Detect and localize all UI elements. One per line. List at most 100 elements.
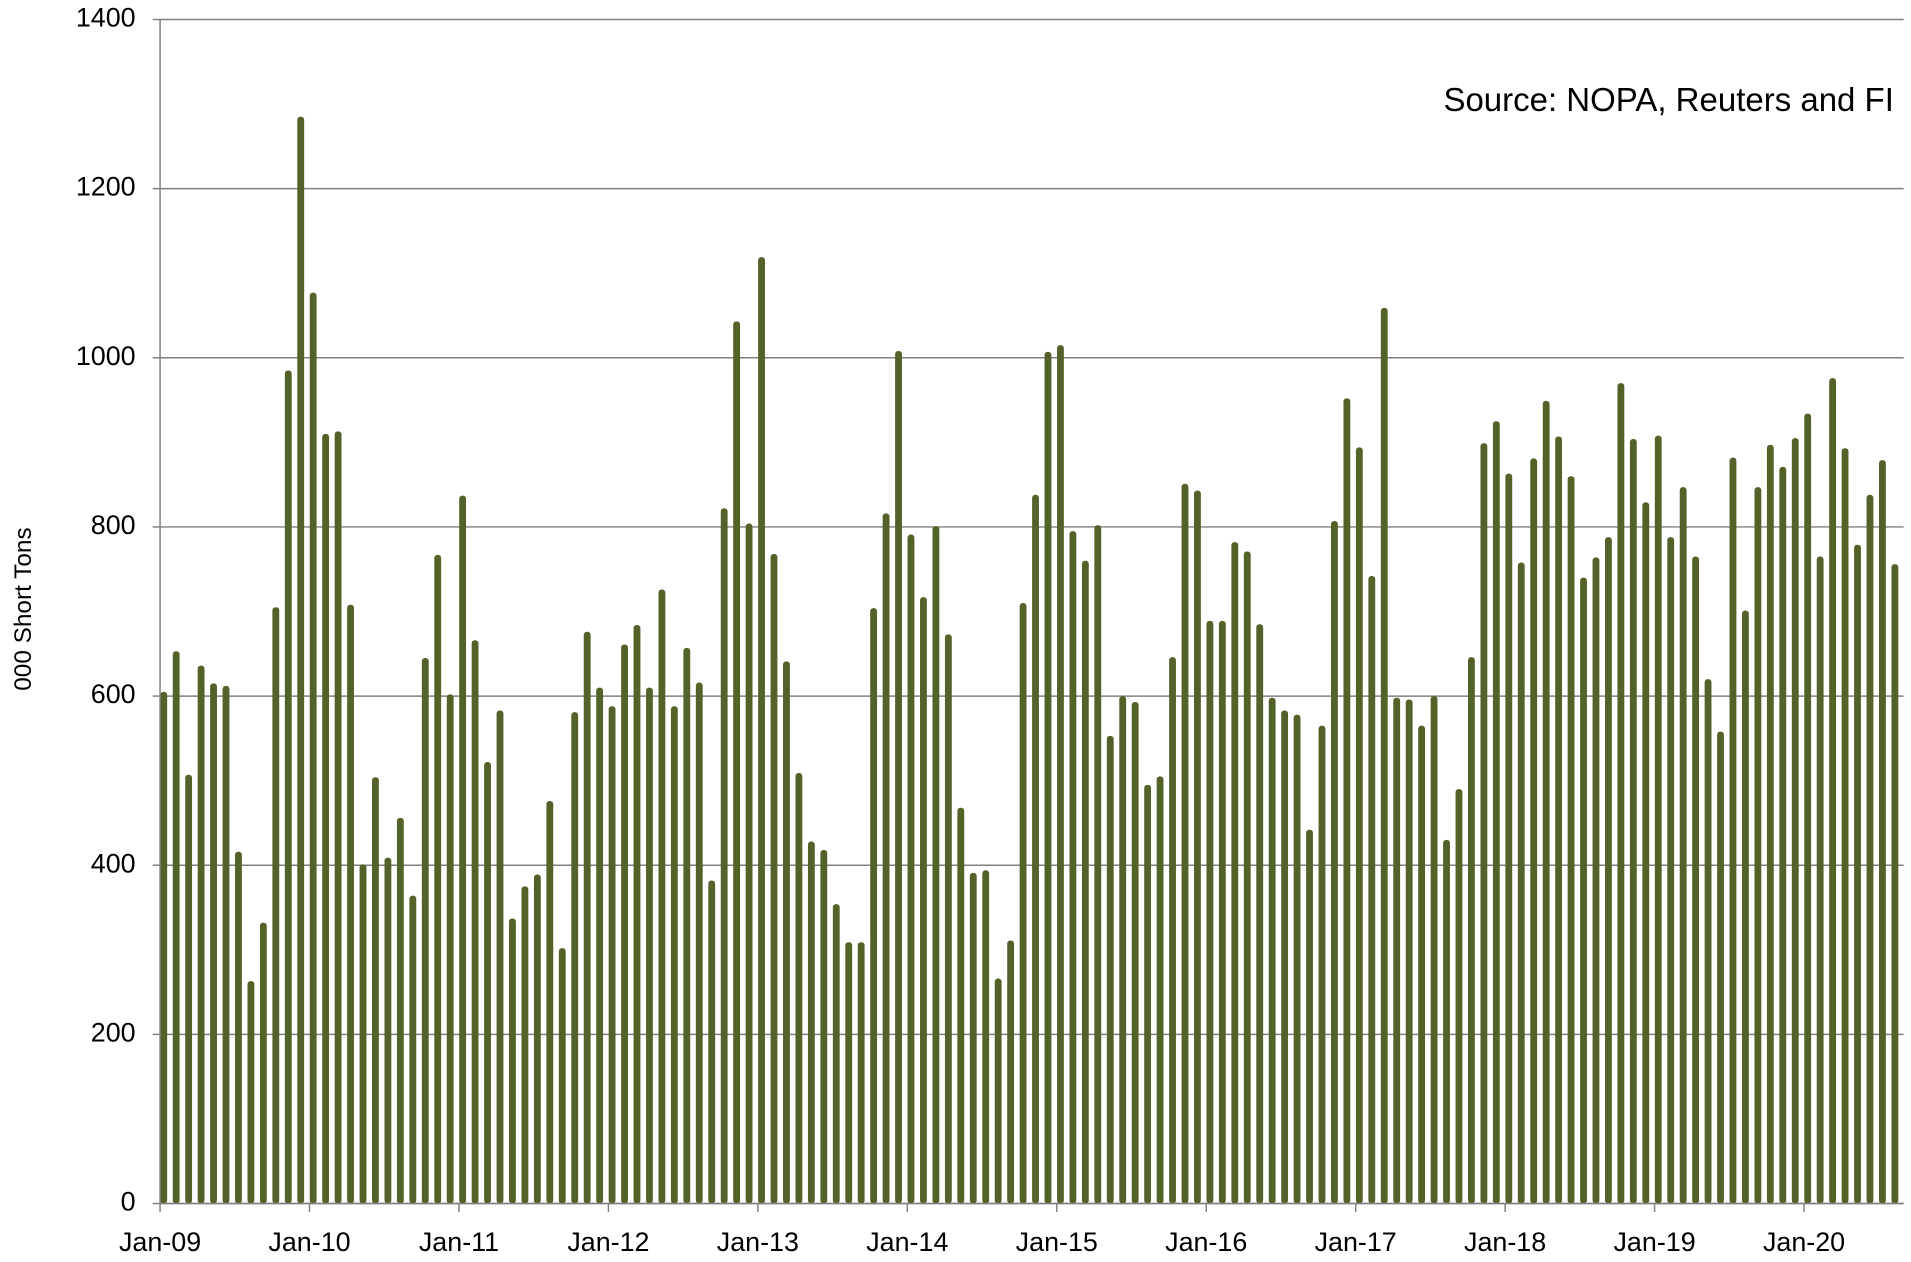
bar <box>1256 624 1264 1204</box>
x-tick-label: Jan-12 <box>567 1227 649 1257</box>
bar <box>1057 345 1064 1204</box>
bar <box>870 608 878 1204</box>
x-tick-label: Jan-18 <box>1464 1227 1546 1257</box>
bar <box>795 773 803 1204</box>
x-tick-label: Jan-11 <box>419 1227 499 1257</box>
bar <box>1243 551 1251 1204</box>
source-annotation: Source: NOPA, Reuters and FI <box>1443 81 1893 118</box>
x-tick-label: Jan-13 <box>717 1227 799 1257</box>
bar <box>1318 725 1326 1204</box>
bar <box>1605 537 1612 1204</box>
bar <box>1866 494 1874 1204</box>
bar <box>396 817 404 1204</box>
bar <box>496 710 504 1204</box>
bar <box>459 495 467 1204</box>
bar <box>1829 378 1837 1204</box>
bar <box>172 651 180 1204</box>
x-tick-label: Jan-16 <box>1165 1227 1247 1257</box>
bar <box>1069 531 1077 1204</box>
bar <box>807 841 815 1204</box>
bar <box>1642 502 1650 1204</box>
y-tick-label: 200 <box>91 1018 136 1048</box>
bar <box>1430 696 1438 1204</box>
bar <box>621 644 628 1204</box>
bar <box>1156 776 1164 1204</box>
bar <box>1617 383 1625 1204</box>
bar <box>1293 714 1301 1204</box>
y-tick-label: 1200 <box>76 172 136 202</box>
bar <box>1331 521 1338 1204</box>
bar <box>297 116 305 1204</box>
x-tick-label: Jan-19 <box>1614 1227 1696 1257</box>
bar <box>484 762 491 1204</box>
bar <box>1480 443 1488 1204</box>
y-tick-label: 1000 <box>76 341 136 371</box>
bar <box>683 647 691 1204</box>
bar <box>1405 699 1413 1204</box>
bar <box>895 351 902 1204</box>
bar <box>1032 494 1039 1204</box>
bar <box>421 658 429 1204</box>
bar <box>1654 435 1662 1204</box>
bar <box>434 554 442 1204</box>
bar <box>309 292 317 1204</box>
bar <box>1742 610 1749 1204</box>
bar <box>745 523 753 1204</box>
bar <box>1667 537 1675 1204</box>
bar <box>932 526 940 1204</box>
bar <box>384 857 392 1204</box>
bar <box>1791 438 1799 1204</box>
bar <box>1754 487 1762 1204</box>
bar <box>1717 731 1724 1204</box>
bar <box>1007 940 1015 1204</box>
bar <box>1144 784 1152 1204</box>
x-tick-label: Jan-15 <box>1016 1227 1098 1257</box>
bar <box>832 904 840 1204</box>
bar <box>1879 460 1886 1204</box>
bar <box>1841 448 1849 1204</box>
bar <box>1181 483 1189 1204</box>
bar <box>347 604 354 1204</box>
bar <box>1044 351 1052 1204</box>
bar <box>1194 490 1201 1204</box>
bar <box>708 880 716 1204</box>
bar <box>920 597 927 1204</box>
bar <box>1094 525 1102 1204</box>
bar <box>284 370 292 1204</box>
x-tick-label: Jan-17 <box>1315 1227 1397 1257</box>
bar <box>720 508 728 1204</box>
bar <box>758 257 765 1204</box>
bar <box>944 634 952 1204</box>
bar <box>1169 657 1176 1204</box>
bar <box>1231 542 1239 1204</box>
bar <box>1106 735 1114 1204</box>
bar <box>272 607 280 1204</box>
y-tick-label: 1400 <box>76 3 136 33</box>
y-tick-label: 400 <box>91 848 136 878</box>
bar <box>957 807 965 1204</box>
bar <box>1443 839 1450 1204</box>
bar <box>982 870 990 1204</box>
bar <box>471 640 479 1204</box>
bar <box>994 978 1002 1204</box>
bar <box>1580 577 1587 1204</box>
bar <box>907 534 915 1204</box>
bar <box>1455 789 1463 1204</box>
bar <box>1119 696 1127 1204</box>
bar <box>1355 447 1363 1204</box>
bar <box>197 665 205 1204</box>
bar <box>1468 657 1475 1204</box>
bar <box>1704 679 1712 1204</box>
bar <box>571 712 579 1204</box>
bar <box>235 851 242 1204</box>
x-tick-label: Jan-14 <box>866 1227 948 1257</box>
bar <box>259 922 267 1204</box>
bar <box>1081 560 1089 1204</box>
y-tick-label: 600 <box>91 679 136 709</box>
bar <box>509 918 516 1204</box>
bar <box>1218 620 1226 1204</box>
bar <box>1492 421 1500 1204</box>
bar <box>658 589 666 1204</box>
bar <box>446 694 454 1204</box>
